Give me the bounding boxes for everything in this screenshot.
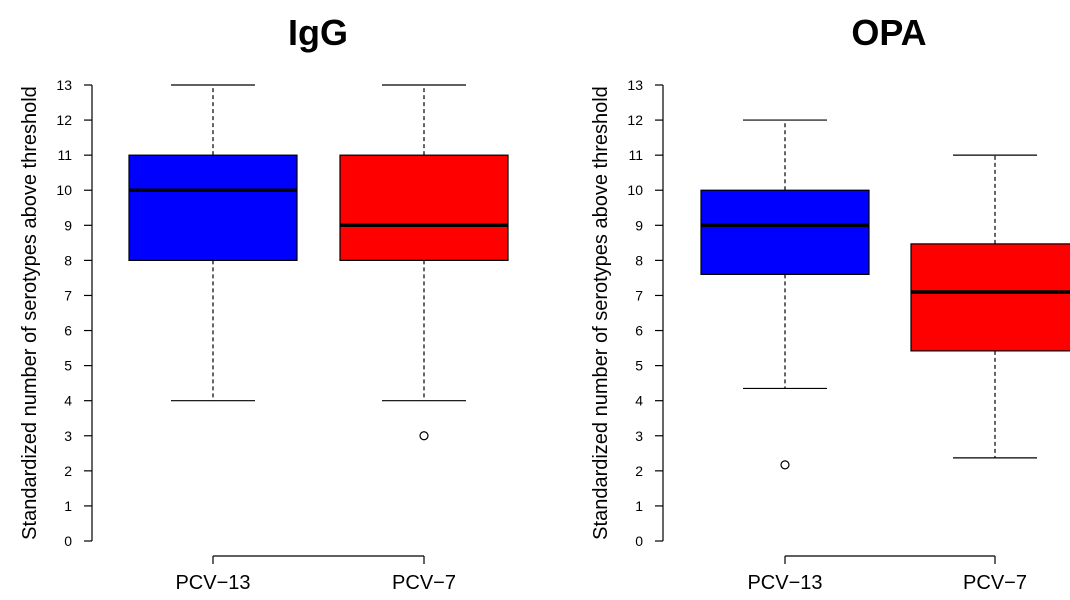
y-tick-label: 7: [635, 287, 643, 303]
y-axis-label: Standardized number of serotypes above t…: [19, 86, 41, 540]
y-tick-label: 4: [635, 393, 643, 409]
y-tick-label: 6: [64, 323, 72, 339]
x-category-label: PCV−7: [392, 572, 456, 594]
y-tick-label: 7: [64, 287, 72, 303]
y-tick-label: 3: [64, 428, 72, 444]
y-tick-label: 1: [64, 498, 72, 514]
y-tick-label: 2: [635, 463, 643, 479]
y-tick-label: 6: [635, 323, 643, 339]
y-tick-label: 5: [64, 358, 72, 374]
y-tick-label: 12: [627, 112, 643, 128]
outlier-point: [780, 460, 790, 470]
box: [339, 154, 509, 261]
box: [700, 189, 870, 276]
y-tick-label: 11: [628, 147, 643, 163]
y-tick-label: 9: [635, 217, 643, 233]
x-category-label: PCV−7: [963, 572, 1027, 594]
y-tick-label: 13: [627, 77, 643, 93]
chart-title: IgG: [288, 12, 348, 53]
y-tick-label: 9: [64, 217, 72, 233]
y-tick-label: 3: [635, 428, 643, 444]
y-tick-label: 10: [627, 182, 643, 198]
box: [910, 243, 1070, 352]
box: [128, 154, 298, 261]
y-axis-label: Standardized number of serotypes above t…: [590, 86, 612, 540]
chart-title: OPA: [851, 12, 926, 53]
outlier-point: [419, 431, 429, 441]
y-tick-label: 0: [635, 533, 643, 549]
y-tick-label: 2: [64, 463, 72, 479]
y-tick-label: 4: [64, 393, 72, 409]
x-category-label: PCV−13: [747, 572, 822, 594]
y-tick-label: 0: [64, 533, 72, 549]
y-tick-label: 11: [57, 147, 72, 163]
y-tick-label: 10: [56, 182, 72, 198]
y-tick-label: 5: [635, 358, 643, 374]
y-tick-label: 8: [635, 252, 643, 268]
y-tick-label: 13: [56, 77, 72, 93]
x-category-label: PCV−13: [175, 572, 250, 594]
y-tick-label: 1: [635, 498, 643, 514]
y-tick-label: 12: [56, 112, 72, 128]
y-tick-label: 8: [64, 252, 72, 268]
